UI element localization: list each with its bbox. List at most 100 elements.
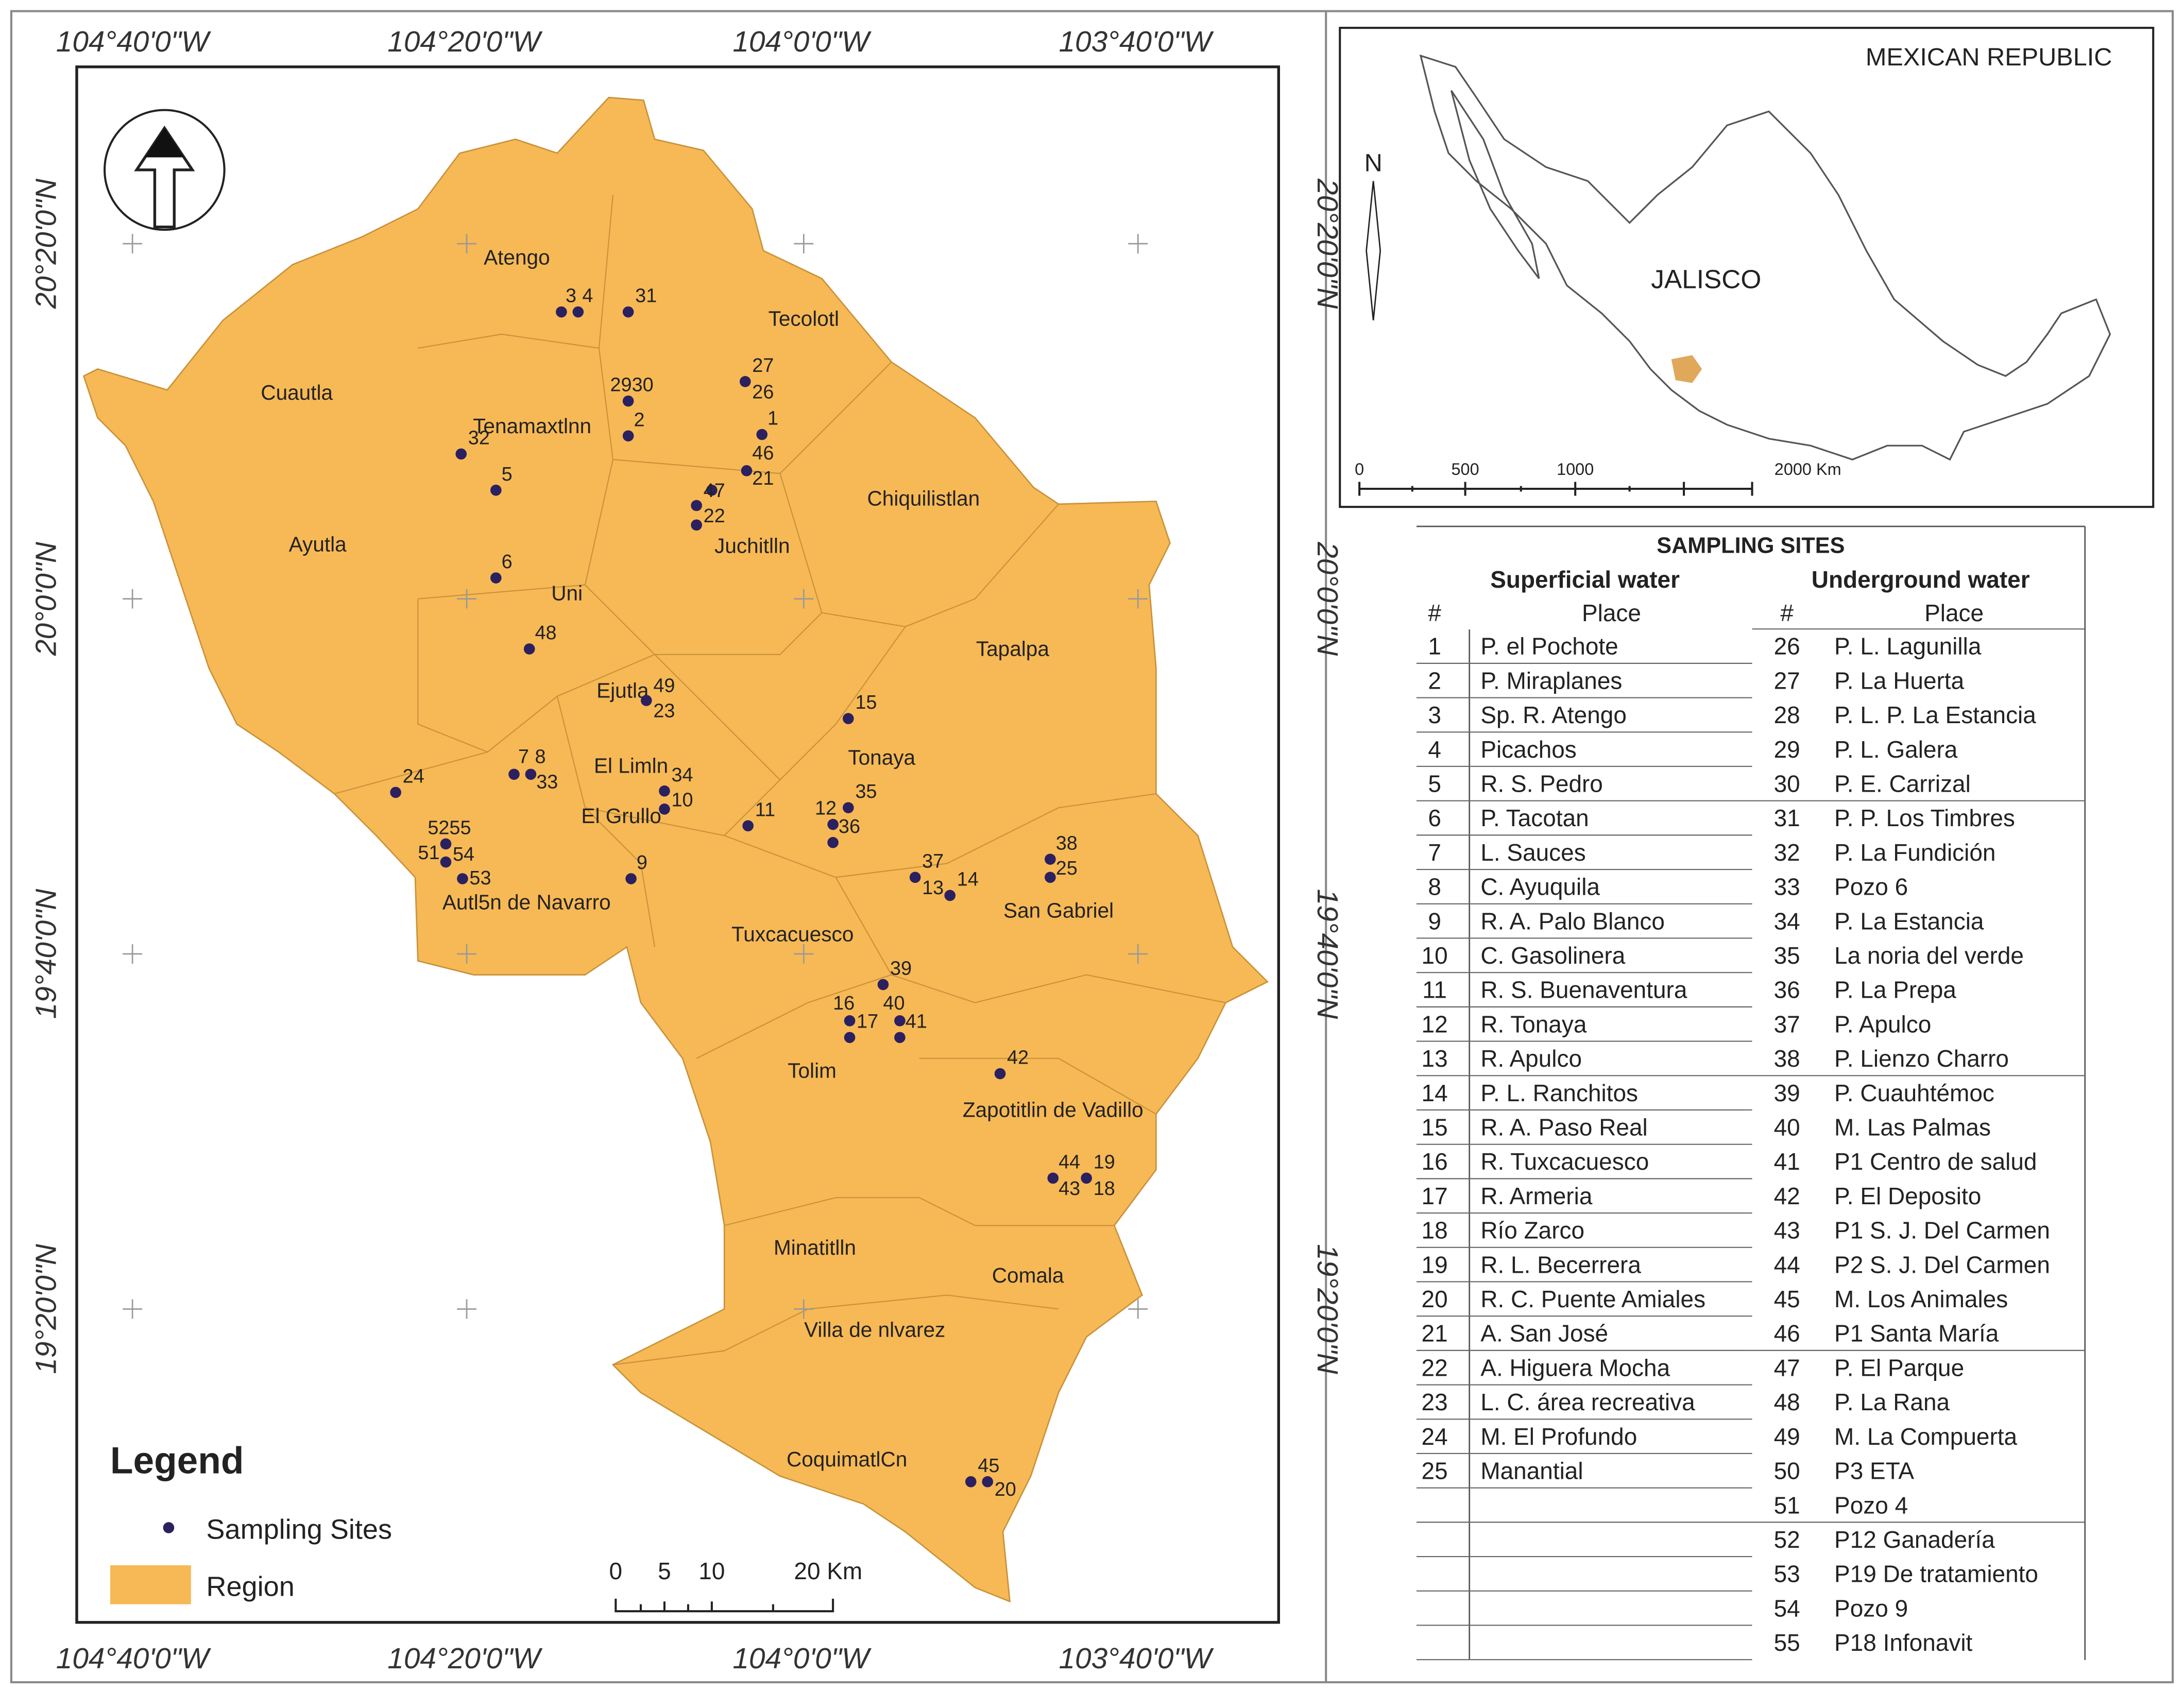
site-place: Pozo 4 [1834,1492,1908,1518]
site-number: 27 [1774,667,1800,694]
site-number: 30 [1774,771,1800,797]
site-label: 24 [403,765,424,787]
region-name: Tuxcacuesco [731,922,854,946]
site-number: 35 [1774,942,1800,969]
site-number: 45 [1774,1286,1800,1312]
site-number: 55 [1774,1629,1800,1656]
site-label: 5 [502,464,513,485]
site-place: P12 Ganadería [1834,1526,1995,1553]
legend-item: Region [206,1571,294,1602]
longitude-label: 104°40'0"W [56,1643,212,1675]
region-name: Ejutla [596,679,649,703]
site-place: R. A. Palo Blanco [1480,908,1665,934]
sampling-site [894,1015,906,1027]
site-number: 47 [1774,1354,1800,1381]
site-label: 27 [752,355,774,377]
region-name: Villa de nlvarez [804,1318,945,1342]
sampling-table: SAMPLING SITES Superficial water Undergr… [1416,525,2086,1661]
site-label: 44 [1059,1151,1080,1173]
site-label: 31 [635,285,657,307]
site-place: A. Higuera Mocha [1480,1354,1670,1381]
site-place: R. C. Puente Amiales [1480,1286,1705,1312]
inset-scale-label: 1000 [1557,460,1594,478]
inset-scale-bar [1358,482,1753,496]
scale-label: 20 Km [794,1558,862,1584]
sampling-site [909,871,921,883]
north-arrow-head [145,128,184,158]
column-header: Place [1924,600,1984,626]
legend-item: Sampling Sites [206,1514,392,1545]
inset-state: JALISCO [1651,264,1761,294]
latitude-label: 20°0'0"N [1311,541,1343,656]
site-number: 42 [1774,1183,1800,1209]
site-number: 20 [1422,1286,1448,1312]
site-place: P. La Prepa [1834,977,1956,1003]
site-label: 34 [671,764,693,786]
site-number: 10 [1422,942,1448,969]
region-name: CoquimatlCn [787,1447,907,1471]
latitude-label: 20°0'0"N [30,541,62,656]
longitude-label: 104°0'0"W [732,26,872,58]
site-label: 33 [536,771,558,793]
site-place: P. el Pochote [1480,633,1618,660]
longitude-label: 104°20'0"W [387,1643,543,1675]
graticule-cross [794,589,814,609]
site-number: 46 [1774,1320,1800,1347]
site-number: 44 [1774,1251,1800,1278]
sampling-site [756,429,768,440]
site-number: 14 [1422,1080,1448,1106]
longitude-label: 104°0'0"W [732,1643,872,1675]
sampling-site [994,1068,1006,1080]
site-place: C. Gasolinera [1480,942,1625,969]
site-number: 51 [1774,1492,1800,1518]
region-name: Chiquilistlan [867,486,980,510]
site-place: P. L. Ranchitos [1480,1080,1638,1106]
longitude-label: 103°40'0"W [1059,1643,1214,1675]
site-number: 5 [1428,771,1441,797]
latitude-label: 19°40'0"N [1311,889,1343,1020]
sampling-site [641,695,652,706]
site-number: 1 [1428,633,1441,660]
scale-label: 5 [658,1558,671,1584]
site-number: 8 [1428,874,1441,900]
site-place: Picachos [1480,736,1576,763]
municipal-borders [334,195,1226,1365]
site-label: 19 [1094,1151,1115,1173]
region-name: Atengo [484,246,550,269]
site-place: M. La Compuerta [1834,1423,2017,1450]
site-label: 38 [1056,832,1078,854]
site-label: 36 [839,816,860,838]
site-number: 40 [1774,1114,1800,1141]
column-header: # [1780,600,1794,626]
site-label: 26 [752,381,774,403]
site-number: 16 [1422,1148,1448,1175]
site-number: 17 [1422,1183,1448,1209]
inset-scale-label: 0 [1355,460,1364,478]
sampling-site [525,768,537,780]
latitude-label: 19°20'0"N [1311,1244,1343,1375]
graticule-cross [457,234,476,254]
site-label: 40 [883,993,905,1014]
site-place: P19 De tratamiento [1834,1561,2038,1587]
site-place: P. La Huerta [1834,667,1965,694]
site-place: P. El Parque [1834,1354,1964,1381]
region-name: Tecolotl [769,307,839,331]
sampling-site [490,572,502,584]
site-place: P. Apulco [1834,1011,1931,1037]
site-place: P. La Fundición [1834,839,1995,866]
site-number: 26 [1774,633,1800,660]
legend-region-symbol [110,1565,191,1604]
region-name: Autl5n de Navarro [442,891,611,914]
scale-bar [615,1598,834,1613]
site-label: 51 [418,842,439,864]
site-place: P1 Centro de salud [1834,1148,2037,1175]
site-label: 13 [922,877,944,899]
site-place: P. P. Los Timbres [1834,805,2015,831]
site-label: 21 [752,468,774,489]
legend-title: Legend [110,1440,244,1482]
site-label: 2930 [610,374,654,396]
scale-label: 10 [698,1558,725,1584]
sampling-site [390,787,401,798]
site-number: 43 [1774,1217,1800,1244]
